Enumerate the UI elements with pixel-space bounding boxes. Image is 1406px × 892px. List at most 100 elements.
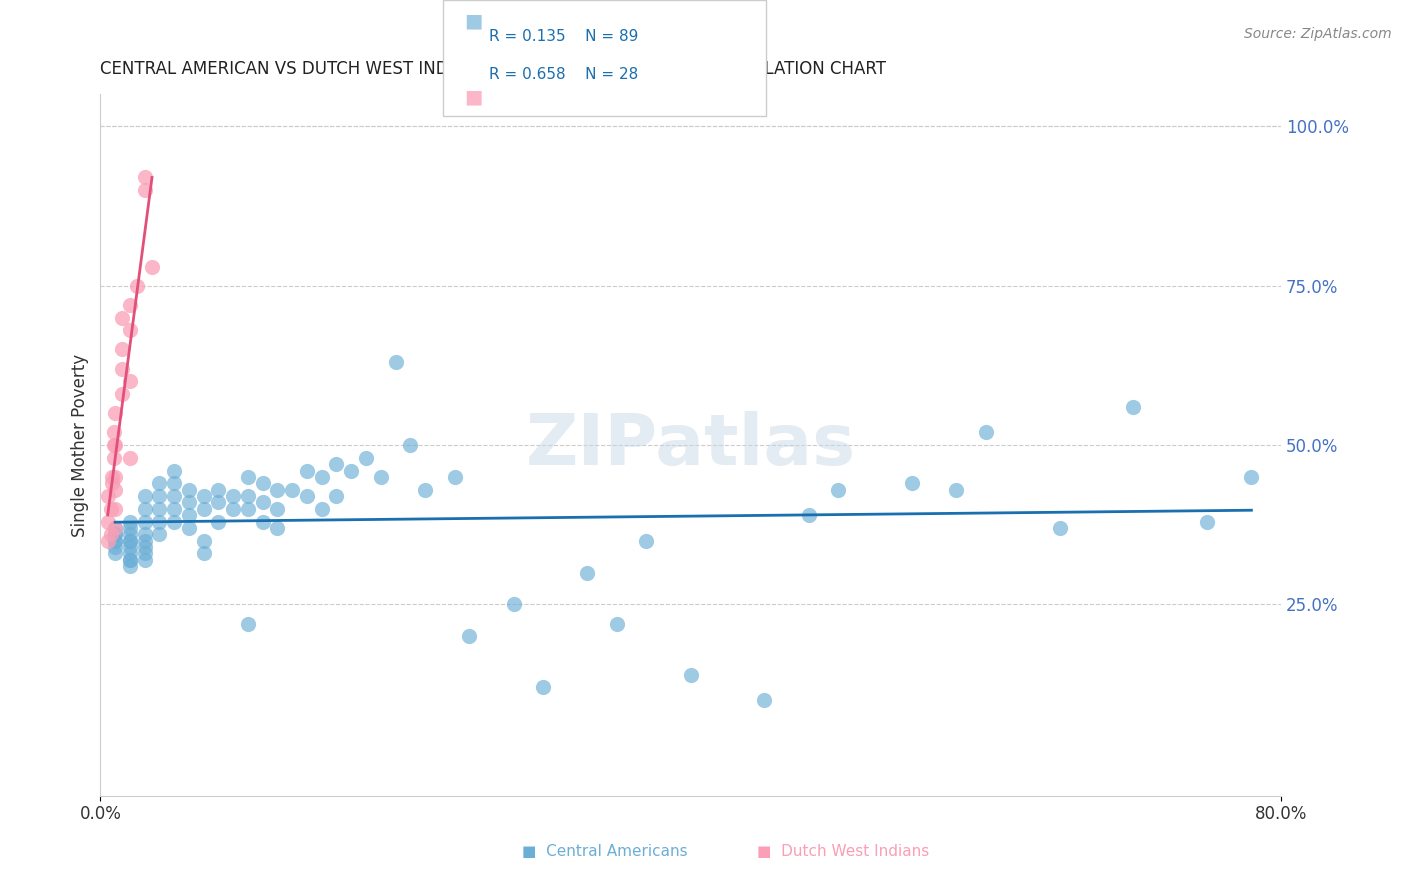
Point — [606, 616, 628, 631]
Point — [104, 533, 127, 548]
Point — [134, 170, 156, 185]
Point — [163, 489, 186, 503]
Point — [134, 527, 156, 541]
Point — [295, 489, 318, 503]
Point — [134, 540, 156, 554]
Point — [101, 476, 124, 491]
Point — [104, 521, 127, 535]
Text: ■: ■ — [464, 12, 482, 30]
Point — [222, 489, 245, 503]
Point — [134, 546, 156, 560]
Point — [134, 489, 156, 503]
Point — [193, 489, 215, 503]
Point — [236, 470, 259, 484]
Point — [177, 483, 200, 497]
Point — [193, 546, 215, 560]
Point — [118, 515, 141, 529]
Point — [325, 457, 347, 471]
Point — [141, 260, 163, 274]
Point — [134, 553, 156, 567]
Point — [134, 501, 156, 516]
Point — [531, 681, 554, 695]
Point — [104, 438, 127, 452]
Y-axis label: Single Mother Poverty: Single Mother Poverty — [72, 353, 89, 537]
Point — [252, 515, 274, 529]
Point — [148, 476, 170, 491]
Point — [193, 533, 215, 548]
Point — [1240, 470, 1263, 484]
Point — [148, 501, 170, 516]
Point — [458, 629, 481, 643]
Point — [127, 278, 149, 293]
Point — [148, 527, 170, 541]
Point — [118, 546, 141, 560]
Point — [104, 406, 127, 420]
Text: ZIPatlas: ZIPatlas — [526, 410, 856, 480]
Point — [311, 501, 333, 516]
Point — [101, 470, 124, 484]
Point — [281, 483, 304, 497]
Point — [236, 489, 259, 503]
Point — [118, 298, 141, 312]
Point — [103, 450, 125, 465]
Point — [100, 501, 122, 516]
Point — [118, 559, 141, 574]
Point — [118, 533, 141, 548]
Point — [252, 476, 274, 491]
Point — [148, 489, 170, 503]
Point — [103, 425, 125, 440]
Point — [134, 515, 156, 529]
Point — [163, 515, 186, 529]
Point — [325, 489, 347, 503]
Point — [502, 598, 524, 612]
Point — [311, 470, 333, 484]
Point — [134, 183, 156, 197]
Point — [252, 495, 274, 509]
Point — [103, 438, 125, 452]
Point — [207, 495, 229, 509]
Point — [104, 501, 127, 516]
Point — [118, 521, 141, 535]
Point — [295, 464, 318, 478]
Point — [104, 483, 127, 497]
Point — [100, 527, 122, 541]
Point — [236, 501, 259, 516]
Point — [1197, 515, 1219, 529]
Point — [118, 553, 141, 567]
Point — [266, 501, 288, 516]
Point — [163, 476, 186, 491]
Text: CENTRAL AMERICAN VS DUTCH WEST INDIAN SINGLE MOTHER POVERTY CORRELATION CHART: CENTRAL AMERICAN VS DUTCH WEST INDIAN SI… — [100, 60, 886, 78]
Point — [207, 483, 229, 497]
Point — [104, 540, 127, 554]
Point — [118, 375, 141, 389]
Point — [266, 483, 288, 497]
Point — [1049, 521, 1071, 535]
Point — [104, 527, 127, 541]
Point — [118, 540, 141, 554]
Point — [97, 515, 120, 529]
Point — [118, 533, 141, 548]
Point — [266, 521, 288, 535]
Point — [163, 464, 186, 478]
Point — [974, 425, 997, 440]
Point — [111, 361, 134, 376]
Point — [118, 450, 141, 465]
Point — [118, 527, 141, 541]
Text: R = 0.658    N = 28: R = 0.658 N = 28 — [489, 67, 638, 82]
Point — [148, 515, 170, 529]
Point — [636, 533, 658, 548]
Point — [177, 495, 200, 509]
Point — [163, 501, 186, 516]
Text: ■: ■ — [464, 87, 482, 106]
Point — [111, 387, 134, 401]
Point — [945, 483, 967, 497]
Point — [177, 508, 200, 523]
Point — [97, 533, 120, 548]
Point — [679, 667, 702, 681]
Point — [754, 693, 776, 707]
Point — [222, 501, 245, 516]
Point — [104, 521, 127, 535]
Point — [340, 464, 363, 478]
Point — [207, 515, 229, 529]
Point — [97, 489, 120, 503]
